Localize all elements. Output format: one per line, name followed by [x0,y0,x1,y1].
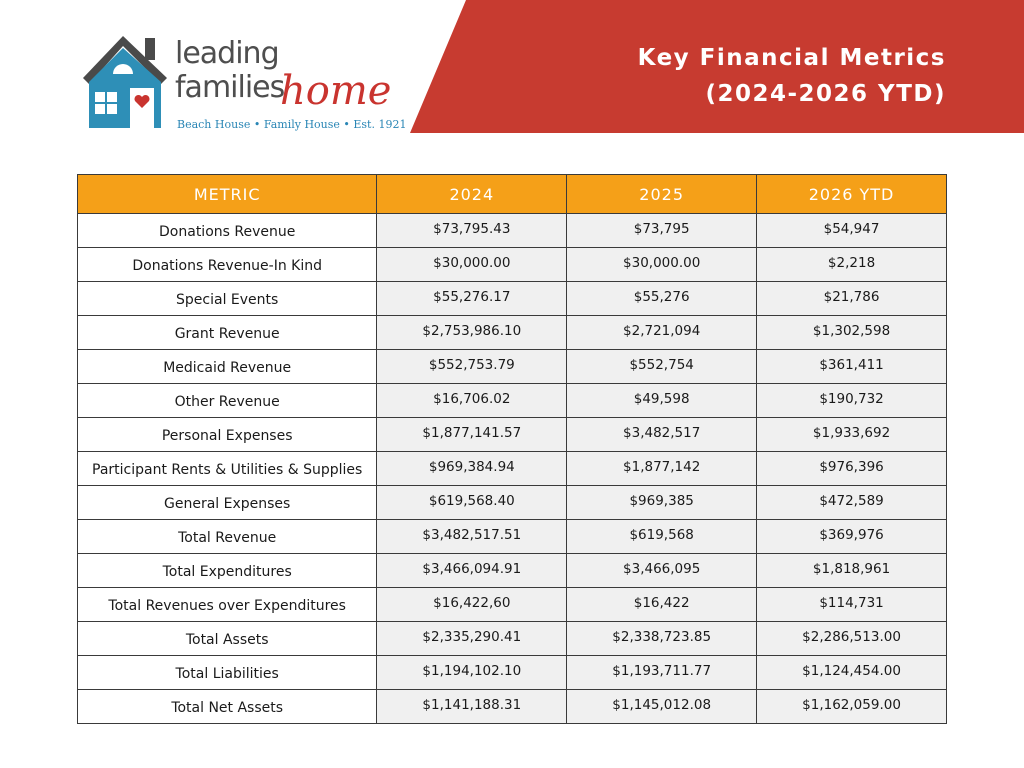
financial-metrics-table: METRIC 2024 2025 2026 YTD Donations Reve… [76,174,947,724]
column-header-2025: 2025 [566,174,758,214]
metric-name-cell: Donations Revenue [76,213,378,248]
header-banner [0,0,1024,133]
metric-name-cell: Total Revenues over Expenditures [76,587,378,622]
value-cell: $619,568.40 [376,485,568,520]
value-cell: $55,276 [566,281,758,316]
value-cell: $30,000.00 [566,247,758,282]
table-row: Donations Revenue $73,795.43 $73,795 $54,94… [76,213,947,248]
value-cell: $54,947 [756,213,947,248]
value-cell: $1,124,454.00 [756,655,947,690]
house-heart-icon [83,36,167,128]
metric-name-cell: Total Net Assets [76,689,378,724]
table-row: Total Revenue $3,482,517.51 $619,568 $369,9… [76,519,947,554]
table-row: Total Liabilities $1,194,102.10 $1,193,711… [76,655,947,690]
table-header-row: METRIC 2024 2025 2026 YTD [76,174,947,214]
value-cell: $2,338,723.85 [566,621,758,656]
title-line-1: Key Financial Metrics [637,45,946,71]
value-cell: $619,568 [566,519,758,554]
value-cell: $73,795.43 [376,213,568,248]
value-cell: $1,877,141.57 [376,417,568,452]
value-cell: $21,786 [756,281,947,316]
value-cell: $3,482,517.51 [376,519,568,554]
banner-shape [410,0,1024,133]
value-cell: $1,141,188.31 [376,689,568,724]
value-cell: $2,753,986.10 [376,315,568,350]
value-cell: $2,335,290.41 [376,621,568,656]
value-cell: $16,422,60 [376,587,568,622]
value-cell: $369,976 [756,519,947,554]
table-row: Participant Rents & Utilities & Supplies… [76,451,947,486]
metric-name-cell: Donations Revenue-In Kind [76,247,378,282]
table-row: Total Expenditures $3,466,094.91 $3,466,09… [76,553,947,588]
logo: leading families home Beach House • Fami… [75,28,407,138]
value-cell: $1,818,961 [756,553,947,588]
value-cell: $3,466,094.91 [376,553,568,588]
value-cell: $552,754 [566,349,758,384]
metric-name-cell: Total Assets [76,621,378,656]
column-header-2026-ytd: 2026 YTD [756,174,947,214]
value-cell: $2,286,513.00 [756,621,947,656]
value-cell: $1,145,012.08 [566,689,758,724]
value-cell: $552,753.79 [376,349,568,384]
value-cell: $30,000.00 [376,247,568,282]
table-row: Medicaid Revenue $552,753.79 $552,754 $361,… [76,349,947,384]
value-cell: $73,795 [566,213,758,248]
metric-name-cell: Participant Rents & Utilities & Supplies [76,451,378,486]
table-row: Special Events $55,276.17 $55,276 $21,786 [76,281,947,316]
metric-name-cell: Total Expenditures [76,553,378,588]
value-cell: $976,396 [756,451,947,486]
table-row: Total Assets $2,335,290.41 $2,338,723.85 $2… [76,621,947,656]
logo-word-families: families [175,70,285,105]
value-cell: $2,218 [756,247,947,282]
value-cell: $1,194,102.10 [376,655,568,690]
value-cell: $16,706.02 [376,383,568,418]
value-cell: $190,732 [756,383,947,418]
metric-name-cell: Medicaid Revenue [76,349,378,384]
column-header-2024: 2024 [376,174,568,214]
value-cell: $2,721,094 [566,315,758,350]
value-cell: $49,598 [566,383,758,418]
table-body: Donations Revenue $73,795.43 $73,795 $54,94… [76,213,947,724]
metric-name-cell: Total Liabilities [76,655,378,690]
value-cell: $114,731 [756,587,947,622]
table-row: Other Revenue $16,706.02 $49,598 $190,732 [76,383,947,418]
table-row: General Expenses $619,568.40 $969,385 $472,… [76,485,947,520]
table-row: Personal Expenses $1,877,141.57 $3,482,517… [76,417,947,452]
column-header-metric: METRIC [76,174,378,214]
page-title: Key Financial Metrics (2024-2026 YTD) [638,40,946,112]
value-cell: $969,385 [566,485,758,520]
table-row: Total Revenues over Expenditures $16,422,… [76,587,947,622]
metric-name-cell: Grant Revenue [76,315,378,350]
table-row: Total Net Assets $1,141,188.31 $1,145,012.… [76,689,947,724]
value-cell: $3,466,095 [566,553,758,588]
metric-name-cell: General Expenses [76,485,378,520]
table-row: Donations Revenue-In Kind $30,000.00 $30,0… [76,247,947,282]
value-cell: $1,877,142 [566,451,758,486]
logo-word-home: home [280,68,392,114]
metric-name-cell: Total Revenue [76,519,378,554]
value-cell: $361,411 [756,349,947,384]
table-row: Grant Revenue $2,753,986.10 $2,721,094 $1,3… [76,315,947,350]
value-cell: $1,162,059.00 [756,689,947,724]
metric-name-cell: Other Revenue [76,383,378,418]
title-line-2: (2024-2026 YTD) [705,81,946,107]
logo-tagline: Beach House • Family House • Est. 1921 [177,118,407,131]
value-cell: $3,482,517 [566,417,758,452]
value-cell: $969,384.94 [376,451,568,486]
logo-word-leading: leading [175,36,280,71]
value-cell: $1,302,598 [756,315,947,350]
value-cell: $55,276.17 [376,281,568,316]
value-cell: $1,193,711.77 [566,655,758,690]
value-cell: $1,933,692 [756,417,947,452]
metric-name-cell: Special Events [76,281,378,316]
value-cell: $16,422 [566,587,758,622]
metric-name-cell: Personal Expenses [76,417,378,452]
value-cell: $472,589 [756,485,947,520]
